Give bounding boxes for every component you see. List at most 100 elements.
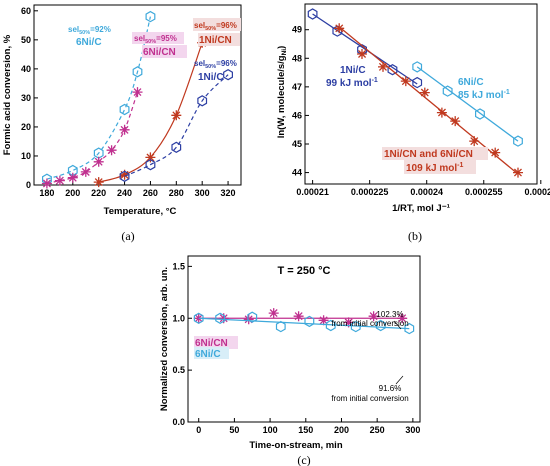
data-point	[450, 116, 461, 127]
y-tick-label: 50	[21, 35, 31, 45]
data-point	[419, 87, 430, 98]
data-point	[106, 145, 117, 156]
data-point	[41, 178, 52, 189]
data-point	[368, 311, 379, 322]
x-tick-label: 300	[405, 425, 420, 435]
series-line	[46, 91, 139, 185]
fit-line	[312, 13, 418, 85]
data-point	[193, 312, 204, 324]
x-tick-label: 0.00027	[525, 187, 550, 197]
x-tick-label: 180	[39, 188, 54, 198]
y-tick-label: 60	[21, 6, 31, 16]
data-point	[268, 308, 279, 319]
panel-c-arrow-6nicn	[393, 320, 402, 330]
panel-c: 0 50 100 150 200 250 300 0.0 0.5 1.0 1.5 T = 250 °…	[159, 255, 421, 466]
data-point	[171, 110, 182, 121]
data-point	[119, 169, 130, 180]
data-point	[318, 315, 329, 326]
x-tick-label: 260	[143, 188, 158, 198]
panel-b-energy-6nic: 85 kJ mol-1	[458, 89, 510, 101]
data-point	[145, 152, 156, 163]
panel-b-label-cn: 1Ni/CN and 6Ni/CN	[384, 149, 473, 160]
x-tick-label: 100	[263, 425, 278, 435]
panel-b-label-6nic: 6Ni/C	[458, 77, 484, 88]
x-tick-label: 0.00024	[410, 187, 443, 197]
y-tick-label: 48	[292, 53, 302, 63]
panel-c-note-6nicn: from initial conversion	[331, 319, 408, 328]
panel-c-arrow-6nic	[395, 375, 404, 385]
data-point	[197, 95, 208, 107]
y-tick-label: 40	[21, 64, 31, 74]
data-point	[412, 76, 423, 89]
x-tick-label: 300	[195, 188, 210, 198]
data-point	[119, 103, 130, 116]
data-point	[334, 23, 345, 34]
x-tick-label: 200	[334, 425, 349, 435]
x-tick-label: 0	[196, 425, 201, 435]
panel-b-label-1nic: 1Ni/C	[340, 65, 366, 76]
data-point	[171, 141, 182, 153]
data-point	[80, 166, 91, 177]
data-point	[218, 313, 229, 324]
y-tick-label: 44	[292, 168, 302, 178]
panel-a-sel-6nicn-bg	[132, 32, 184, 44]
data-point	[67, 172, 78, 183]
data-point	[350, 320, 361, 333]
y-tick-label: 10	[21, 151, 31, 161]
fit-line	[338, 26, 519, 175]
y-tick-label: 0.0	[172, 417, 185, 427]
panel-a-label-1nicn-bg	[198, 33, 240, 46]
data-point	[304, 315, 315, 328]
panel-b-energy-cn: 109 kJ mol-1	[406, 162, 463, 174]
panel-a-label-1nic: 1Ni/C	[198, 72, 224, 83]
panel-a-label-6nicn: 6Ni/CN	[143, 47, 176, 58]
data-point	[513, 167, 523, 178]
data-point	[357, 49, 367, 59]
panel-c-label-6nic: 6Ni/C	[195, 349, 221, 360]
data-point	[397, 313, 408, 324]
x-tick-label: 240	[117, 188, 132, 198]
data-point	[243, 314, 254, 325]
panel-a: 180 200 220 240 260 280 300 320 0 10 20 30 40 50 60 Te…	[2, 4, 242, 243]
data-point	[223, 69, 233, 81]
panel-b: 0.00021 0.000225 0.00024 0.000255 0.00027 44 4…	[276, 3, 550, 243]
panel-a-label-6nicn-bg	[142, 45, 187, 58]
panel-b-ticks: 0.00021 0.000225 0.00024 0.000255 0.00027 44 4…	[292, 25, 550, 197]
panel-a-xlabel: Temperature, °C	[104, 206, 177, 217]
panel-a-sel-6nic: sel50%=92%	[68, 25, 111, 36]
data-point	[193, 313, 204, 324]
data-point	[442, 85, 453, 97]
data-point	[400, 76, 411, 87]
panel-c-value-6nicn: 102.3%	[376, 310, 403, 319]
x-tick-label: 320	[221, 188, 236, 198]
data-point	[343, 317, 354, 328]
data-point	[307, 8, 318, 20]
data-point	[412, 61, 423, 73]
data-point	[145, 159, 156, 171]
x-tick-label: 50	[229, 425, 239, 435]
panel-a-label-6nic: 6Ni/C	[76, 37, 102, 48]
data-point	[378, 61, 388, 72]
data-point	[145, 10, 156, 23]
data-point	[215, 312, 226, 324]
panel-a-series	[41, 10, 233, 189]
panel-b-xlabel: 1/RT, mol J⁻¹	[392, 203, 450, 214]
panel-c-value-6nic: 91.6%	[379, 384, 402, 393]
x-tick-label: 150	[298, 425, 313, 435]
data-point	[475, 108, 485, 120]
panel-c-note-6nic: from initial conversion	[331, 394, 408, 403]
panel-b-caption: (b)	[408, 229, 422, 243]
panel-a-label-1nicn: 1Ni/CN	[199, 35, 232, 46]
x-tick-label: 0.000255	[465, 187, 503, 197]
data-point	[490, 147, 501, 158]
x-tick-label: 250	[370, 425, 385, 435]
y-tick-label: 0	[26, 180, 31, 190]
panel-b-ylabel: ln(W, molecule/s/gNi)	[276, 46, 288, 139]
data-point	[54, 175, 65, 186]
data-point	[119, 124, 130, 135]
y-tick-label: 30	[21, 93, 31, 103]
panel-c-label-6nicn: 6Ni/CN	[195, 338, 228, 349]
x-tick-label: 0.000225	[351, 187, 389, 197]
panel-a-ticks: 180 200 220 240 260 280 300 320 0 10 20 30 40 50 60	[21, 6, 236, 198]
panel-c-xlabel: Time-on-stream, min	[249, 440, 342, 451]
